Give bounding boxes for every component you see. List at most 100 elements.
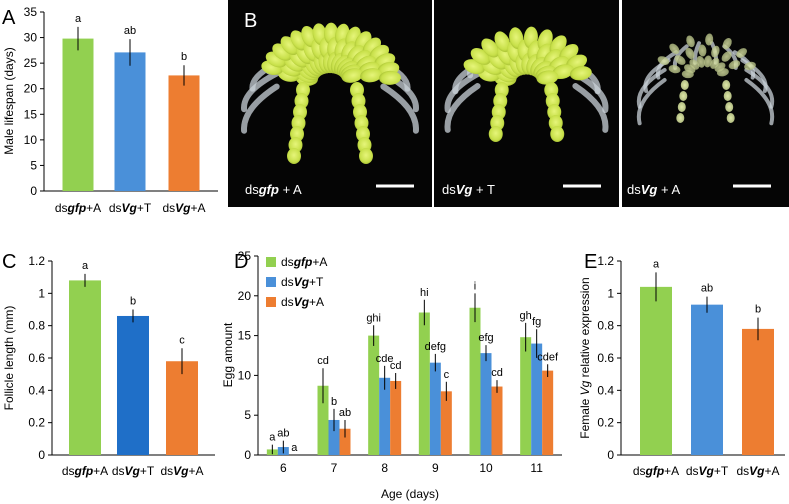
egg	[722, 38, 732, 50]
panel-e-y-tick-label: 1	[607, 286, 614, 300]
panel-c-significance-letter: b	[130, 296, 136, 308]
panel-a-y-tick-label: 25	[24, 56, 38, 70]
egg	[725, 102, 734, 112]
egg	[721, 51, 732, 62]
panel-d-category-label: 9	[432, 461, 439, 475]
panel-d-y-tick-label: 0	[244, 448, 251, 462]
panel-e-panel-label: E	[584, 251, 597, 273]
panel-a-bar	[62, 38, 94, 191]
panel-e-y-tick-label: 0.6	[597, 351, 614, 365]
panel-d-significance-letter: ab	[339, 407, 351, 419]
panel-d-bar	[379, 377, 391, 455]
egg	[287, 148, 301, 164]
panel-a-category-label: dsVg+A	[162, 201, 205, 215]
egg	[359, 148, 373, 164]
egg	[669, 43, 680, 54]
panel-a-y-axis-label: Male lifespan (days)	[2, 47, 16, 154]
egg	[744, 61, 756, 71]
panel-d-significance-letter: cd	[317, 355, 329, 367]
panel-d-bar	[491, 386, 503, 455]
panel-a-significance-letter: a	[75, 13, 82, 25]
panel-e-y-axis-label: Female Vg relative expression	[578, 277, 592, 438]
egg	[494, 31, 511, 53]
egg	[705, 33, 714, 46]
panel-d-significance-letter: a	[269, 432, 276, 444]
panel-a-category-label: dsgfp+A	[55, 201, 101, 215]
panel-d-panel-label: D	[234, 251, 248, 273]
panel-d-legend-swatch	[266, 277, 276, 287]
panel-d-x-axis-label: Age (days)	[381, 487, 439, 501]
panel-b-label: B	[244, 10, 257, 32]
egg	[723, 91, 732, 101]
panel-d-significance-letter: fg	[532, 316, 541, 328]
panel-c-y-tick-label: 0.2	[28, 416, 45, 430]
ovariole	[636, 78, 667, 126]
panel-d-bar	[390, 380, 402, 455]
panel-d-significance-letter: ghi	[366, 312, 381, 324]
panel-e-y-tick-label: 0	[607, 448, 614, 462]
panel-d-category-label: 10	[479, 461, 493, 475]
panel-d-bar	[429, 362, 441, 455]
panel-d-bar	[480, 353, 492, 455]
panel-d-y-axis-label: Egg amount	[221, 322, 235, 387]
panel-a-y-tick-label: 30	[24, 31, 38, 45]
panel-d-significance-letter: defg	[425, 341, 446, 353]
panel-e-y-tick-label: 1.2	[597, 254, 614, 268]
panel-d-significance-letter: cde	[376, 353, 394, 365]
panel-d-bar	[317, 385, 329, 455]
panel-d-y-tick-label: 25	[238, 249, 252, 263]
panel-d-category-label: 8	[381, 461, 388, 475]
photo-label: dsVg + T	[442, 182, 495, 197]
panel-d-legend-swatch	[266, 297, 276, 307]
panel-a-panel-label: A	[2, 7, 16, 29]
egg	[341, 68, 364, 83]
panel-e-significance-letter: b	[755, 304, 761, 316]
panel-c-y-tick-label: 0.6	[28, 351, 45, 365]
panel-d-category-label: 6	[280, 461, 287, 475]
egg	[726, 113, 735, 123]
panel-a-y-tick-label: 35	[24, 5, 38, 19]
egg	[703, 55, 712, 68]
egg	[676, 113, 685, 123]
egg	[722, 80, 731, 90]
egg	[711, 45, 720, 58]
ovary-photo-3: dsVg + A	[622, 0, 789, 207]
ovary-photo-2: dsVg + T	[434, 0, 619, 207]
ovariole	[744, 67, 775, 109]
photo-label: dsgfp + A	[245, 182, 302, 197]
egg	[536, 70, 559, 85]
panel-a-y-tick-label: 5	[30, 158, 37, 172]
egg	[680, 80, 689, 90]
panel-d-significance-letter: efg	[478, 332, 493, 344]
panel-d-bar	[339, 428, 351, 455]
panel-d-y-tick-label: 15	[238, 329, 252, 343]
egg	[686, 35, 695, 48]
egg	[550, 126, 565, 142]
panel-d-bar	[531, 343, 543, 455]
panel-d-category-label: 7	[331, 461, 338, 475]
panel-a-significance-letter: b	[181, 51, 187, 63]
panel-a-category-label: dsVg+T	[109, 201, 152, 215]
ovariole	[744, 78, 775, 126]
egg	[696, 55, 705, 68]
panel-d-legend-label: dsVg+T	[281, 275, 324, 289]
panel-e-y-tick-label: 0.2	[597, 416, 614, 430]
panel-e-bar	[742, 328, 774, 455]
egg	[716, 68, 729, 77]
egg	[698, 44, 707, 57]
egg	[657, 56, 670, 65]
egg	[685, 47, 695, 60]
photo-panel-b: dsgfp + A dsVg + T dsVg + A B	[228, 0, 789, 207]
panel-d-bar	[368, 335, 380, 455]
panel-d-significance-letter: cd	[390, 360, 402, 372]
panel-d-bar	[418, 312, 430, 455]
ovariole	[444, 83, 481, 133]
panel-c-category-label: dsVg+T	[112, 464, 155, 478]
panel-d-significance-letter: ab	[277, 428, 289, 440]
panel-d-bar	[469, 307, 481, 455]
panel-c-y-tick-label: 0.4	[28, 383, 45, 397]
panel-a-y-tick-label: 15	[24, 107, 38, 121]
panel-d-legend-label: dsgfp+A	[281, 255, 327, 269]
